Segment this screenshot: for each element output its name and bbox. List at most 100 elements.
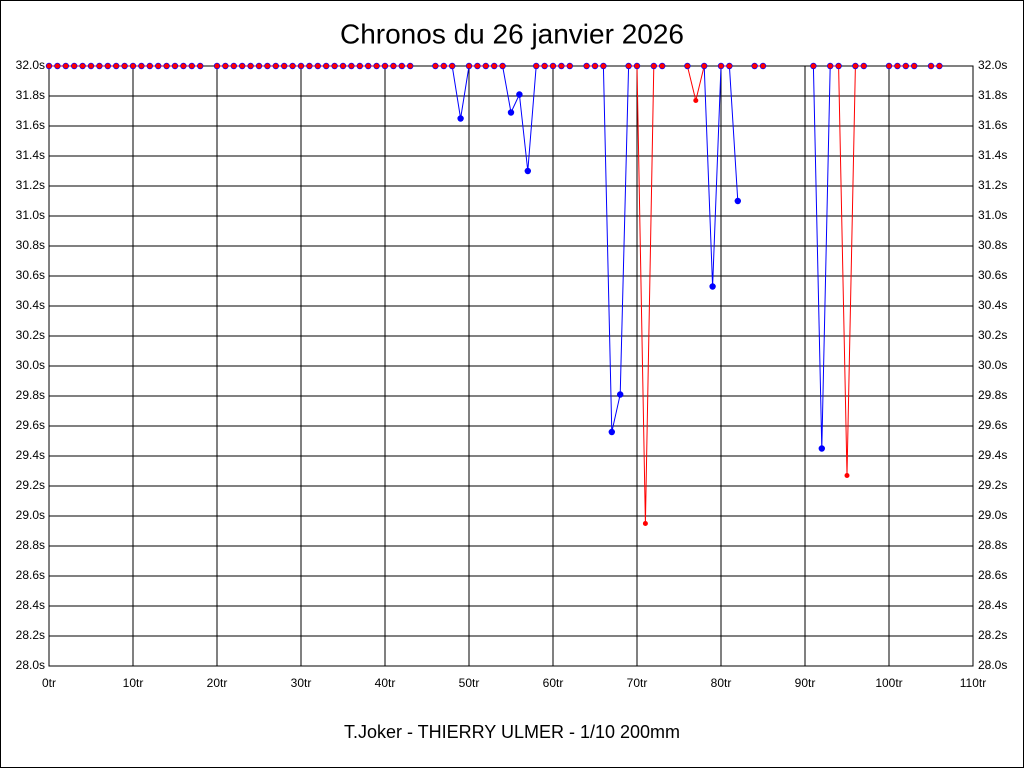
data-point <box>63 63 69 69</box>
data-point <box>88 63 94 69</box>
data-point <box>113 63 119 69</box>
data-point <box>248 63 254 69</box>
data-point <box>752 63 758 69</box>
data-point <box>516 91 523 98</box>
data-point <box>256 63 262 69</box>
x-tick-label: 20tr <box>207 676 228 690</box>
data-point <box>147 63 153 69</box>
data-point <box>734 197 741 205</box>
y-tick-label: 29.4s <box>16 448 45 462</box>
x-tick-label: 30tr <box>291 676 312 690</box>
y2-tick-label: 28.4s <box>978 598 1007 612</box>
y-tick-label: 31.8s <box>16 88 45 102</box>
data-point <box>936 63 942 69</box>
y-tick-label: 28.0s <box>16 658 45 672</box>
data-point <box>584 63 590 69</box>
data-point <box>105 63 111 69</box>
x-tick-label: 10tr <box>123 676 144 690</box>
x-tick-label: 70tr <box>627 676 648 690</box>
data-point <box>903 63 909 69</box>
y-tick-label: 30.0s <box>16 358 45 372</box>
data-point <box>155 63 161 69</box>
y-tick-label: 28.8s <box>16 538 45 552</box>
data-point <box>701 63 707 69</box>
x-tick-label: 50tr <box>459 676 480 690</box>
y2-tick-label: 29.0s <box>978 508 1007 522</box>
data-point <box>46 63 52 69</box>
data-point <box>617 391 624 398</box>
data-point <box>290 63 296 69</box>
data-point <box>550 63 556 69</box>
data-point <box>222 63 228 69</box>
y2-tick-label: 30.0s <box>978 358 1007 372</box>
data-point <box>298 63 304 69</box>
x-tick-label: 80tr <box>711 676 732 690</box>
data-point <box>542 63 548 69</box>
data-point <box>533 63 539 69</box>
y-tick-label: 28.2s <box>16 628 45 642</box>
data-point <box>592 63 598 69</box>
data-point <box>54 63 60 69</box>
data-point <box>441 63 447 69</box>
x-tick-label: 110tr <box>960 676 986 690</box>
data-point <box>449 63 455 69</box>
y-tick-label: 30.8s <box>16 238 45 252</box>
y-tick-label: 28.6s <box>16 568 45 582</box>
data-point <box>332 63 338 69</box>
y-tick-label: 32.0s <box>16 58 45 72</box>
data-point <box>911 63 917 69</box>
y-tick-label: 28.4s <box>16 598 45 612</box>
data-point <box>634 63 640 69</box>
data-point <box>365 63 371 69</box>
data-point <box>457 115 464 122</box>
y2-tick-label: 30.6s <box>978 268 1007 282</box>
x-tick-label: 40tr <box>375 676 396 690</box>
data-point <box>432 63 438 69</box>
data-point <box>500 63 506 69</box>
data-point <box>928 63 934 69</box>
y2-tick-label: 29.4s <box>978 448 1007 462</box>
x-tick-label: 90tr <box>795 676 816 690</box>
y2-tick-label: 31.4s <box>978 148 1007 162</box>
data-point <box>684 63 690 69</box>
data-point <box>474 63 480 69</box>
data-point <box>71 63 77 69</box>
y2-tick-label: 31.6s <box>978 118 1007 132</box>
data-point <box>651 63 657 69</box>
data-point <box>507 109 515 116</box>
data-point <box>844 473 850 478</box>
data-point <box>180 63 186 69</box>
data-point <box>642 521 648 526</box>
x-tick-label: 60tr <box>543 676 564 690</box>
data-point <box>491 63 497 69</box>
data-point <box>273 63 279 69</box>
y2-tick-label: 31.8s <box>978 88 1007 102</box>
chart-title: Chronos du 26 janvier 2026 <box>340 18 684 49</box>
data-point <box>357 63 363 69</box>
data-point <box>760 63 766 69</box>
data-point <box>239 63 245 69</box>
data-point <box>709 283 716 290</box>
y2-tick-label: 32.0s <box>978 58 1007 72</box>
data-point <box>827 63 833 69</box>
data-point <box>894 63 900 69</box>
data-point <box>122 63 128 69</box>
y2-tick-label: 29.8s <box>978 388 1007 402</box>
data-point <box>659 63 665 69</box>
data-point <box>861 63 867 69</box>
data-point <box>567 63 573 69</box>
data-point <box>726 63 732 69</box>
y-tick-label: 31.0s <box>16 208 45 222</box>
data-point <box>264 63 270 69</box>
data-point <box>390 63 396 69</box>
x-tick-label: 100tr <box>875 676 902 690</box>
y-tick-label: 30.6s <box>16 268 45 282</box>
data-point <box>626 63 632 69</box>
y2-tick-label: 28.8s <box>978 538 1007 552</box>
y2-tick-label: 28.6s <box>978 568 1007 582</box>
data-point <box>399 63 405 69</box>
y-tick-label: 30.2s <box>16 328 45 342</box>
y-tick-label: 29.0s <box>16 508 45 522</box>
data-point <box>407 63 413 69</box>
